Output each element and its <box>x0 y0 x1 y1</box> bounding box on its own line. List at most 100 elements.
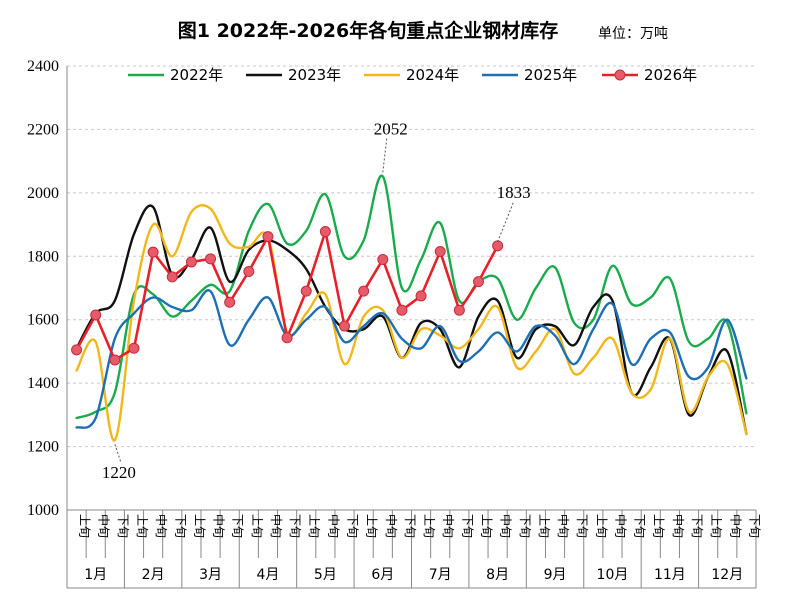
x-month-label: 1月 <box>84 567 107 583</box>
data-point <box>300 285 312 297</box>
annotation-layer: 2052 1833 1220 <box>102 119 531 482</box>
x-sub-tick-label: 下旬 <box>747 514 761 538</box>
series-2024年 <box>75 204 748 442</box>
annotation-label: 2052 <box>374 119 408 138</box>
data-point <box>243 266 255 278</box>
x-sub-tick-label: 下旬 <box>633 514 647 538</box>
x-sub-tick-label: 上旬 <box>365 514 379 538</box>
data-point <box>396 304 408 316</box>
x-sub-tick-label: 下旬 <box>518 514 532 538</box>
x-sub-tick-label: 中旬 <box>212 514 227 538</box>
y-tick-label: 1600 <box>27 312 59 329</box>
legend-marker <box>614 69 626 81</box>
x-sub-tick-label: 上旬 <box>422 514 436 538</box>
data-point <box>415 290 427 302</box>
x-sub-tick-label: 下旬 <box>288 514 302 538</box>
x-month-label: 5月 <box>314 567 337 583</box>
x-sub-tick-label: 下旬 <box>346 514 360 538</box>
x-sub-tick-label: 中旬 <box>441 514 456 538</box>
data-point <box>492 240 504 252</box>
x-month-label: 2月 <box>142 567 165 583</box>
x-sub-tick-label: 中旬 <box>384 514 399 538</box>
x-month-label: 9月 <box>544 567 567 583</box>
data-point <box>281 332 293 344</box>
chart-unit: 单位：万吨 <box>598 26 668 42</box>
annotation-label: 1220 <box>102 463 136 482</box>
x-sub-tick-label: 中旬 <box>671 514 686 538</box>
series-line <box>75 174 748 420</box>
legend-entry: 2022年 <box>128 66 223 84</box>
x-sub-tick-label: 中旬 <box>326 514 341 538</box>
legend-entry: 2026年 <box>602 66 697 84</box>
data-point <box>128 342 140 354</box>
data-point <box>262 231 274 243</box>
data-point <box>358 285 370 297</box>
series-2026年 <box>71 226 504 366</box>
x-month-label: 10月 <box>597 567 629 583</box>
x-month-label: 4月 <box>256 567 279 583</box>
x-month-label: 6月 <box>371 567 394 583</box>
data-point <box>434 246 446 258</box>
legend-entry: 2023年 <box>246 66 341 84</box>
x-sub-tick-label: 下旬 <box>231 514 245 538</box>
y-tick-label: 1200 <box>27 439 59 456</box>
x-sub-tick-label: 中旬 <box>269 514 284 538</box>
x-sub-tick-label: 中旬 <box>97 514 112 538</box>
x-month-label: 11月 <box>654 567 686 583</box>
grid-lines <box>67 65 756 448</box>
legend-label: 2022年 <box>170 66 223 84</box>
annotation-leader <box>382 138 388 173</box>
x-sub-tick-label: 中旬 <box>613 514 628 538</box>
series-layer <box>71 174 748 442</box>
data-point <box>166 271 178 283</box>
x-sub-tick-label: 上旬 <box>652 514 666 538</box>
series-line <box>75 289 748 429</box>
x-sub-tick-label: 上旬 <box>594 514 608 538</box>
y-tick-label: 2400 <box>27 58 59 75</box>
annotation-leader <box>497 201 515 243</box>
y-tick-label: 1800 <box>27 248 59 265</box>
legend-entry: 2024年 <box>364 66 459 84</box>
legend-label: 2025年 <box>524 66 577 84</box>
x-sub-tick-label: 上旬 <box>135 514 149 538</box>
y-tick-label: 2000 <box>27 185 59 202</box>
x-sub-tick-label: 上旬 <box>479 514 493 538</box>
x-sub-tick-label: 上旬 <box>307 514 321 538</box>
x-month-label: 8月 <box>486 567 509 583</box>
annotation-label: 1833 <box>497 183 531 202</box>
y-tick-label: 2200 <box>27 121 59 138</box>
x-sub-tick-label: 中旬 <box>728 514 743 538</box>
x-sub-tick-label: 上旬 <box>78 514 92 538</box>
y-tick-label: 1000 <box>27 502 59 519</box>
x-sub-tick-label: 下旬 <box>690 514 704 538</box>
x-sub-tick-label: 上旬 <box>537 514 551 538</box>
x-month-label: 3月 <box>199 567 222 583</box>
x-month-label: 12月 <box>711 567 743 583</box>
series-2025年 <box>75 289 748 429</box>
data-point <box>71 344 83 356</box>
legend-label: 2023年 <box>288 66 341 84</box>
x-sub-tick-label: 下旬 <box>403 514 417 538</box>
x-sub-tick-label: 下旬 <box>116 514 130 538</box>
x-sub-tick-label: 上旬 <box>709 514 723 538</box>
series-2022年 <box>75 174 748 420</box>
data-point <box>185 256 197 268</box>
x-sub-tick-label: 中旬 <box>556 514 571 538</box>
data-point <box>453 304 465 316</box>
x-axis: 上旬 中旬 下旬 上旬 中旬 下旬 上旬 中旬 下旬 上旬 中旬 下旬 上旬 中旬 下旬 上旬 中旬 下旬 上旬 中旬… <box>66 509 761 589</box>
y-tick-label: 1400 <box>27 375 59 392</box>
chart-title: 图1 2022年-2026年各旬重点企业钢材库存 <box>178 19 558 42</box>
data-point <box>339 320 351 332</box>
legend: 2022年 2023年 2024年 2025年 2026年 <box>128 66 697 84</box>
data-point <box>90 309 102 321</box>
y-axis: 1000 1200 1400 1600 1800 2000 2200 2400 <box>27 58 68 519</box>
legend-label: 2026年 <box>644 66 697 84</box>
data-point <box>147 246 159 258</box>
data-point <box>205 253 217 265</box>
x-month-label: 7月 <box>429 567 452 583</box>
data-point <box>109 354 121 366</box>
x-sub-tick-label: 下旬 <box>460 514 474 538</box>
data-point <box>377 253 389 265</box>
data-point <box>472 276 484 288</box>
